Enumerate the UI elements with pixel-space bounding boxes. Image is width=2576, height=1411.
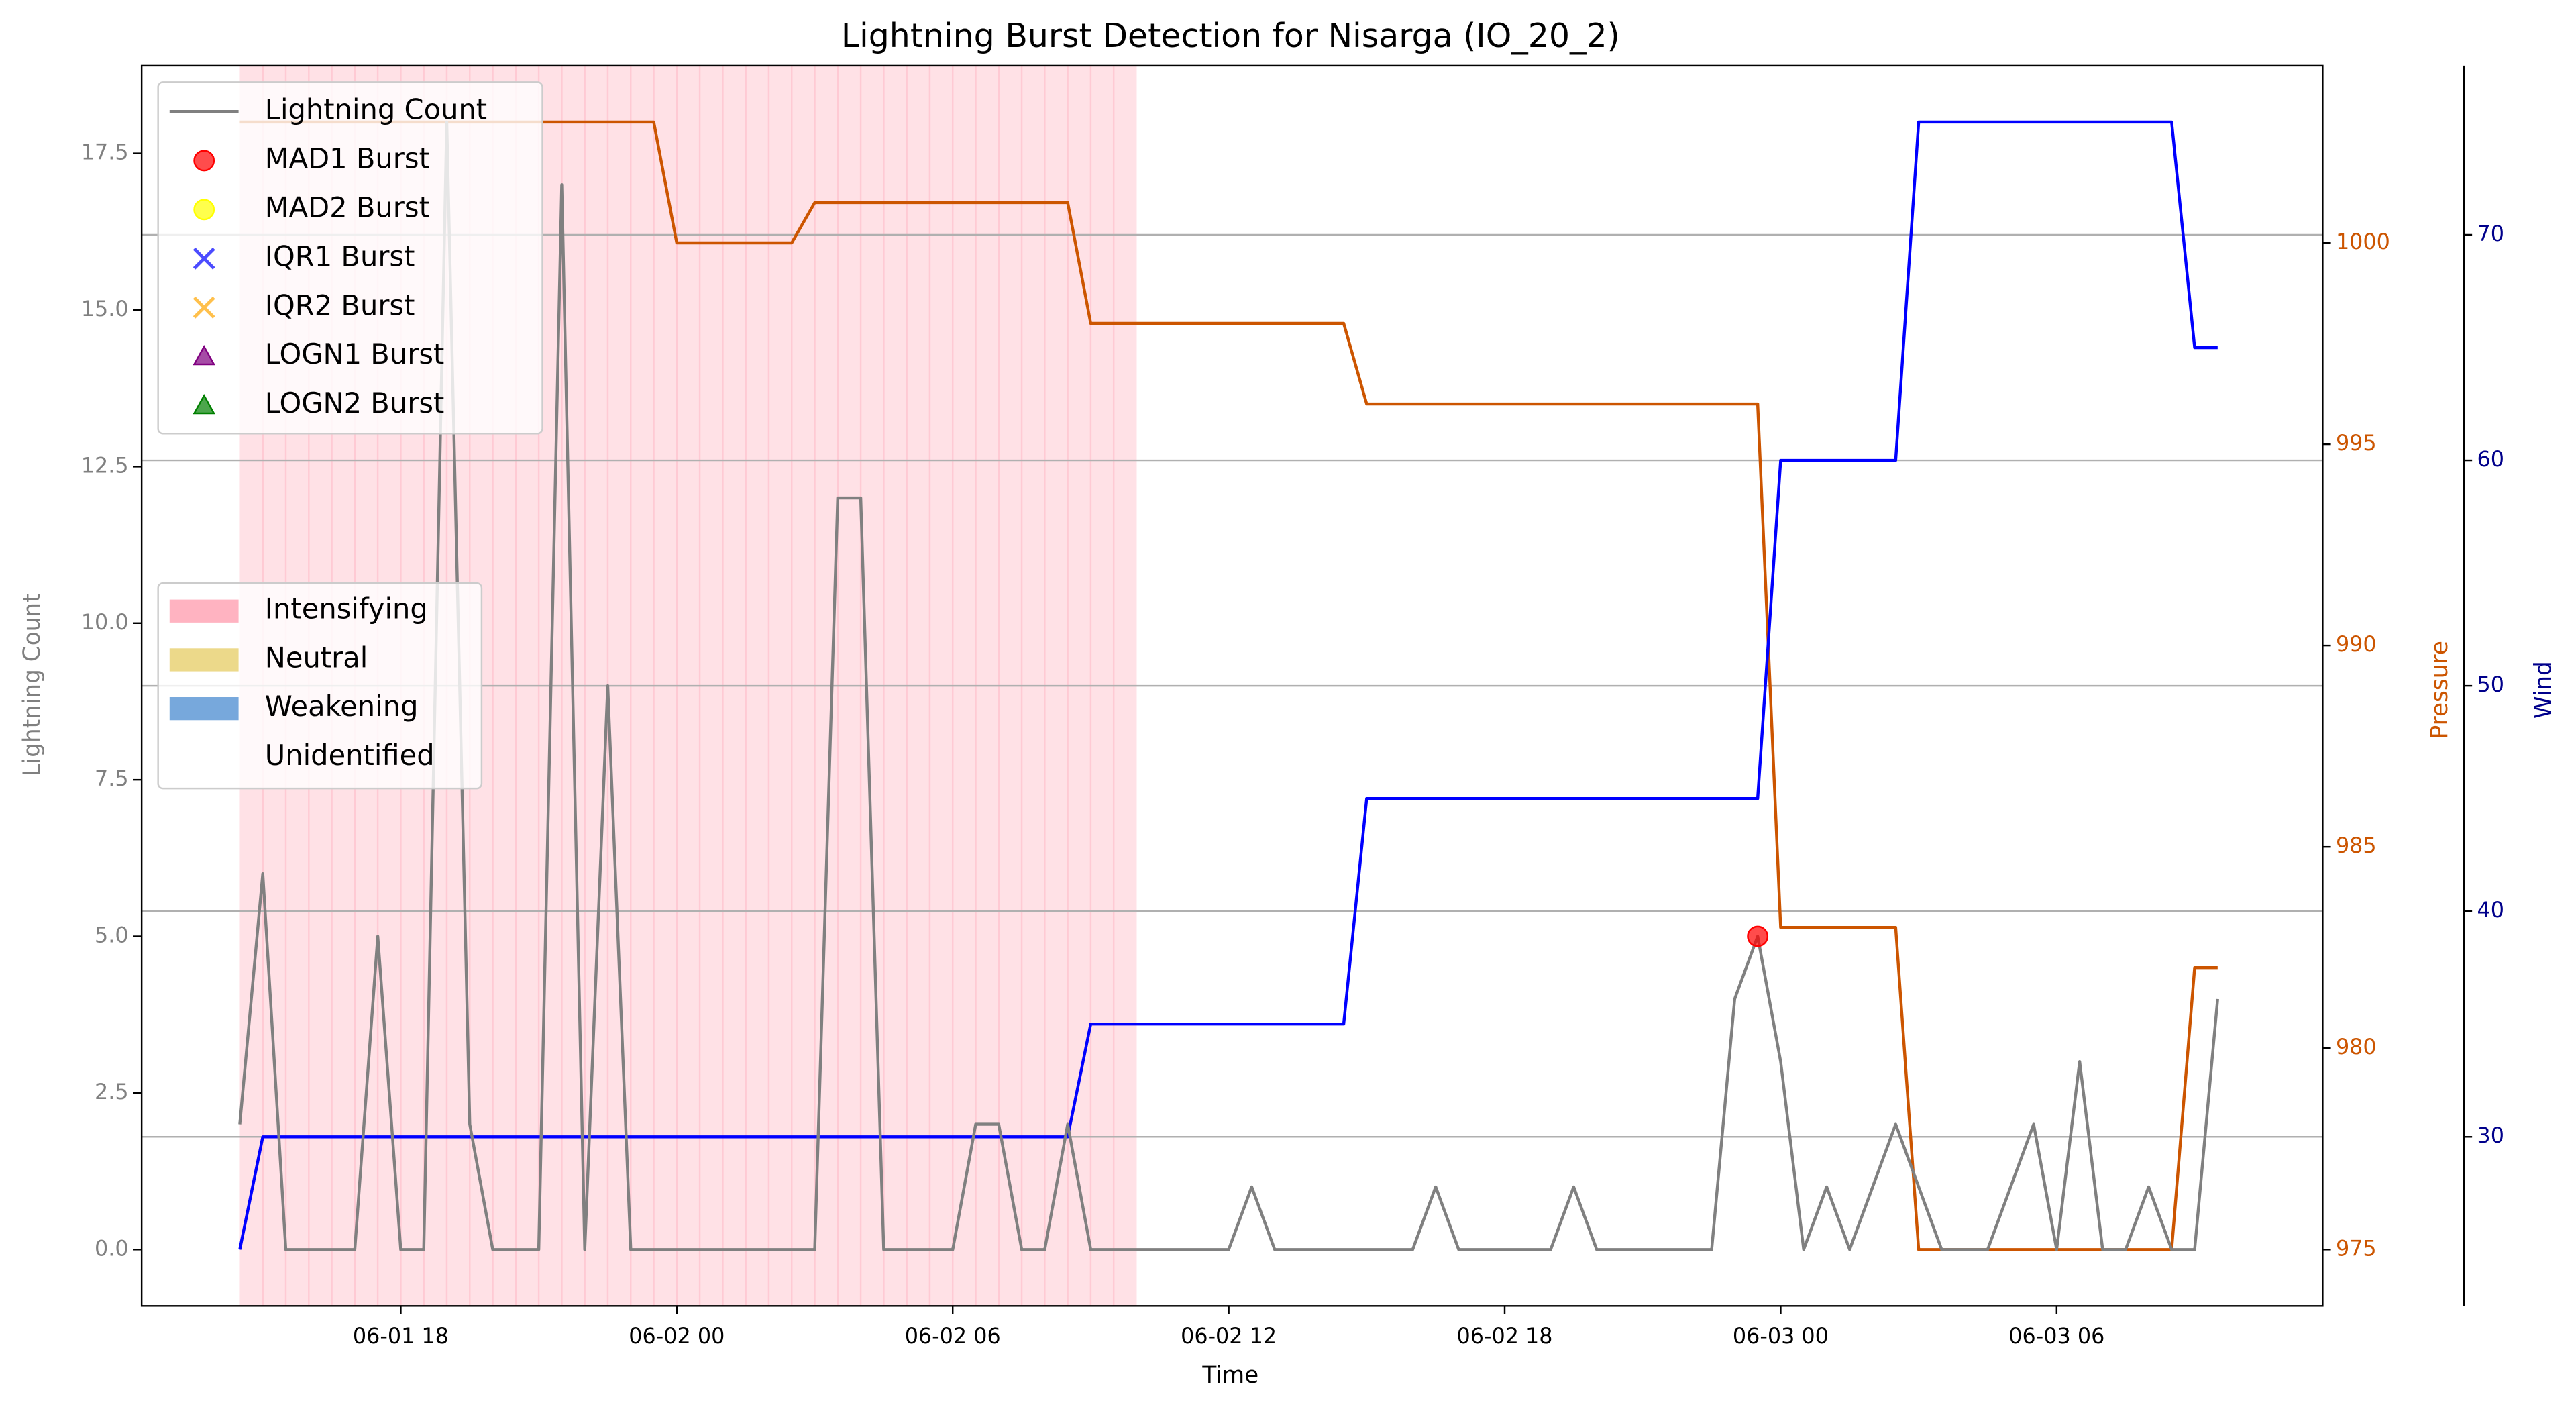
stage-legend: Intensifying Neutral Weakening Unidentified bbox=[157, 582, 483, 790]
wind-line bbox=[238, 120, 2218, 1250]
legend-frame bbox=[157, 81, 543, 435]
burst-marker bbox=[193, 247, 215, 270]
burst-marker bbox=[1747, 925, 1769, 947]
legend-label: IQR2 Burst bbox=[265, 289, 415, 321]
lightning-line bbox=[238, 120, 2219, 1251]
x-tick-label: 06-02 12 bbox=[1181, 1323, 1277, 1349]
y-axis-label: Lightning Count bbox=[19, 593, 46, 776]
y3-tick-label: 60 bbox=[2477, 446, 2504, 472]
legend-label: Lightning Count bbox=[265, 93, 487, 125]
burst-marker bbox=[193, 345, 215, 366]
legend-patch bbox=[169, 697, 239, 721]
y2-tick-label: 1000 bbox=[2336, 229, 2390, 254]
y2-tick-label: 975 bbox=[2336, 1235, 2377, 1261]
legend-label: IQR1 Burst bbox=[265, 240, 415, 272]
burst-marker bbox=[193, 199, 215, 221]
legend-label: LOGN1 Burst bbox=[265, 337, 445, 370]
x-tick-label: 06-03 06 bbox=[2008, 1323, 2104, 1349]
y-tick-label: 2.5 bbox=[95, 1079, 129, 1104]
x-tick-label: 06-02 06 bbox=[905, 1323, 1001, 1349]
burst-marker bbox=[193, 296, 215, 319]
burst-marker bbox=[193, 394, 215, 415]
y-tick-label: 5.0 bbox=[95, 923, 129, 948]
y2-tick-label: 985 bbox=[2336, 833, 2377, 858]
legend-patch bbox=[169, 648, 239, 672]
y3-tick-label: 70 bbox=[2477, 221, 2504, 246]
y2-tick-label: 995 bbox=[2336, 430, 2377, 456]
y3-tick-label: 40 bbox=[2477, 897, 2504, 923]
legend-patch bbox=[169, 599, 239, 623]
legend-label: MAD2 Burst bbox=[265, 191, 430, 223]
burst-legend: Lightning Count MAD1 Burst MAD2 Burst IQR1 … bbox=[157, 81, 543, 435]
x-axis-label: Time bbox=[1201, 1362, 1258, 1389]
plot-frame bbox=[140, 64, 2324, 1307]
y-tick-label: 17.5 bbox=[81, 140, 129, 165]
y2-tick-label: 990 bbox=[2336, 631, 2377, 657]
chart-title: Lightning Burst Detection for Nisarga (I… bbox=[841, 17, 1620, 55]
legend-label: Unidentified bbox=[265, 739, 435, 772]
legend-label: MAD1 Burst bbox=[265, 142, 430, 174]
y-tick-label: 12.5 bbox=[81, 452, 129, 478]
legend-frame bbox=[157, 582, 483, 790]
legend-label: LOGN2 Burst bbox=[265, 386, 445, 419]
x-tick-label: 06-01 18 bbox=[353, 1323, 449, 1349]
burst-marker bbox=[193, 150, 215, 172]
legend-label: Intensifying bbox=[265, 592, 428, 625]
y2-tick-label: 980 bbox=[2336, 1034, 2377, 1059]
pressure-line bbox=[239, 120, 2218, 1251]
y-tick-label: 15.0 bbox=[81, 296, 129, 321]
y-tick-label: 7.5 bbox=[95, 766, 129, 791]
y3-axis-label: Wind bbox=[2530, 661, 2557, 719]
x-tick-label: 06-03 00 bbox=[1733, 1323, 1829, 1349]
y3-tick-label: 50 bbox=[2477, 672, 2504, 697]
y-tick-label: 0.0 bbox=[95, 1235, 129, 1261]
x-tick-label: 06-02 00 bbox=[629, 1323, 724, 1349]
legend-label: Neutral bbox=[265, 641, 368, 674]
legend-patch bbox=[169, 745, 239, 770]
y3-tick-label: 30 bbox=[2477, 1122, 2504, 1148]
legend-label: Weakening bbox=[265, 690, 419, 723]
x-tick-label: 06-02 18 bbox=[1456, 1323, 1552, 1349]
y-tick-label: 10.0 bbox=[81, 609, 129, 635]
y2-axis-label: Pressure bbox=[2426, 641, 2453, 739]
